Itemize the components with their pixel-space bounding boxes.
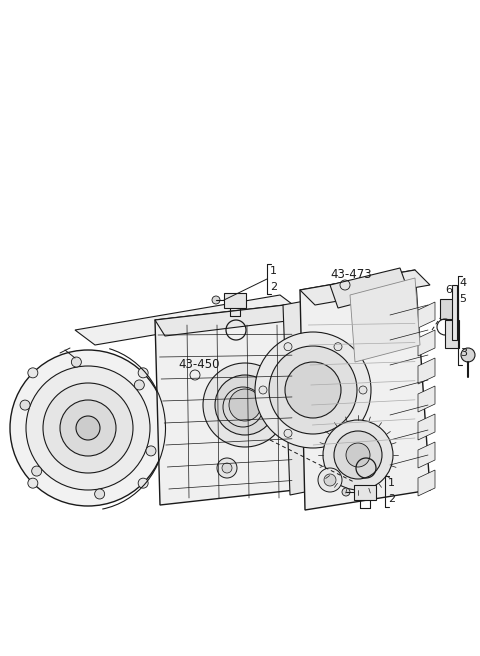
Polygon shape bbox=[75, 295, 300, 345]
Circle shape bbox=[212, 296, 220, 304]
Circle shape bbox=[334, 431, 382, 479]
Circle shape bbox=[461, 348, 475, 362]
Polygon shape bbox=[155, 305, 295, 505]
Circle shape bbox=[284, 429, 292, 438]
Polygon shape bbox=[418, 414, 435, 440]
Text: 4: 4 bbox=[459, 278, 466, 288]
Circle shape bbox=[138, 368, 148, 378]
Text: 1: 1 bbox=[270, 266, 277, 276]
Circle shape bbox=[60, 400, 116, 456]
Circle shape bbox=[222, 463, 232, 473]
Circle shape bbox=[342, 488, 350, 496]
Polygon shape bbox=[418, 302, 435, 328]
Circle shape bbox=[76, 416, 100, 440]
Text: 5: 5 bbox=[459, 294, 466, 304]
Polygon shape bbox=[350, 278, 420, 362]
Text: 43-450: 43-450 bbox=[178, 358, 219, 371]
Text: 6: 6 bbox=[445, 285, 452, 295]
Circle shape bbox=[323, 420, 393, 490]
Polygon shape bbox=[440, 299, 458, 319]
Polygon shape bbox=[418, 442, 435, 468]
Circle shape bbox=[346, 443, 370, 467]
Circle shape bbox=[259, 386, 267, 394]
Polygon shape bbox=[418, 386, 435, 412]
Text: 2: 2 bbox=[388, 494, 395, 504]
Circle shape bbox=[26, 366, 150, 490]
Circle shape bbox=[217, 458, 237, 478]
Circle shape bbox=[324, 474, 336, 486]
Circle shape bbox=[72, 357, 82, 367]
Polygon shape bbox=[418, 330, 435, 356]
Text: 1: 1 bbox=[388, 478, 395, 488]
Polygon shape bbox=[224, 293, 246, 308]
Circle shape bbox=[284, 342, 292, 351]
Circle shape bbox=[285, 362, 341, 418]
Circle shape bbox=[229, 389, 261, 421]
Circle shape bbox=[334, 429, 342, 438]
Circle shape bbox=[359, 386, 367, 394]
Text: 2: 2 bbox=[270, 282, 277, 292]
Circle shape bbox=[28, 478, 38, 488]
Circle shape bbox=[255, 332, 371, 448]
Polygon shape bbox=[300, 270, 430, 510]
Circle shape bbox=[215, 375, 275, 435]
Circle shape bbox=[138, 478, 148, 488]
Circle shape bbox=[203, 363, 287, 447]
Circle shape bbox=[28, 368, 38, 378]
Polygon shape bbox=[300, 270, 430, 305]
Circle shape bbox=[32, 466, 42, 476]
Text: 43-473: 43-473 bbox=[330, 268, 372, 281]
Circle shape bbox=[334, 342, 342, 351]
Circle shape bbox=[146, 446, 156, 456]
Polygon shape bbox=[330, 268, 408, 308]
Circle shape bbox=[20, 400, 30, 410]
Circle shape bbox=[318, 468, 342, 492]
Circle shape bbox=[43, 383, 133, 473]
Polygon shape bbox=[418, 470, 435, 496]
Circle shape bbox=[134, 380, 144, 390]
Circle shape bbox=[10, 350, 166, 506]
Polygon shape bbox=[418, 358, 435, 384]
Circle shape bbox=[269, 346, 357, 434]
Polygon shape bbox=[155, 305, 295, 336]
Polygon shape bbox=[283, 300, 315, 495]
Circle shape bbox=[95, 489, 105, 499]
Polygon shape bbox=[452, 285, 457, 340]
Polygon shape bbox=[354, 485, 376, 500]
Text: 3: 3 bbox=[460, 348, 467, 358]
Polygon shape bbox=[445, 320, 459, 348]
